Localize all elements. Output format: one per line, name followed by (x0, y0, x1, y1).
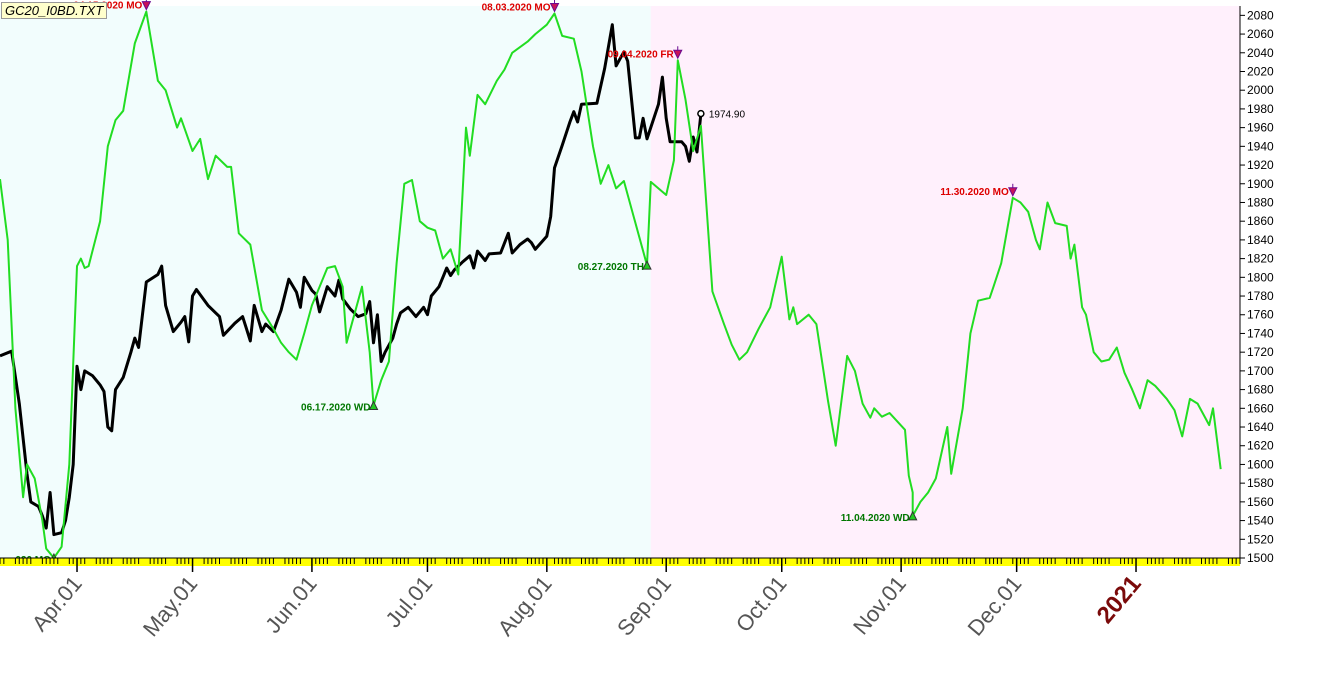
y-tick-label: 1680 (1247, 383, 1274, 397)
y-tick-label: 2060 (1247, 27, 1274, 41)
high-label-2: 09.04.2020 FR (608, 49, 675, 60)
x-tick-label: Sep.01 (612, 571, 676, 640)
y-tick-label: 1560 (1247, 495, 1274, 509)
y-tick-label: 1520 (1247, 532, 1274, 546)
y-tick-label: 1900 (1247, 177, 1274, 191)
series-line-0 (0, 23, 703, 537)
x-tick-label: May.01 (138, 571, 202, 641)
y-tick-label: 1580 (1247, 476, 1274, 490)
y-tick-label: 2040 (1247, 46, 1274, 60)
y-tick-label: 2020 (1247, 64, 1274, 78)
y-tick-label: 1600 (1247, 457, 1274, 471)
high-marker-3 (1007, 187, 1018, 197)
x-tick-label: Jun.01 (260, 571, 322, 638)
y-tick-label: 1780 (1247, 289, 1274, 303)
high-label-3: 11.30.2020 MO (940, 187, 1009, 198)
y-tick-label: 1700 (1247, 364, 1274, 378)
y-tick-label: 1860 (1247, 214, 1274, 228)
x-axis: Apr.01 May.01 Jun.01 Jul.01 Aug.01 Sep.01 Oct.… (0, 557, 1241, 641)
y-tick-label: 1820 (1247, 252, 1274, 266)
y-tick-label: 1960 (1247, 121, 1274, 135)
y-tick-label: 1640 (1247, 420, 1274, 434)
y-tick-label: 1720 (1247, 345, 1274, 359)
shaded-regions (0, 6, 1240, 558)
y-tick-label: 1660 (1247, 401, 1274, 415)
series-layer: 1974.90 (0, 10, 1222, 559)
y-tick-label: 1840 (1247, 233, 1274, 247)
y-tick-label: 1760 (1247, 308, 1274, 322)
low-marker-5 (368, 400, 379, 410)
last-value-label: 1974.90 (709, 110, 746, 121)
low-label-7: 11.04.2020 WD (841, 513, 910, 524)
low-marker-6 (642, 260, 652, 270)
y-axis-background (1240, 6, 1319, 562)
y-tick-label: 2000 (1247, 83, 1274, 97)
low-label-6: 08.27.2020 TH (578, 262, 644, 273)
x-tick-label: 2021 (1092, 571, 1147, 629)
x-tick-label: Apr.01 (27, 571, 87, 636)
x-tick-label: Nov.01 (848, 571, 911, 639)
high-label-0: 04.15.2020 MO (73, 1, 142, 12)
y-tick-label: 2080 (1247, 8, 1274, 22)
region-1 (650, 6, 1240, 558)
x-tick-label: Aug.01 (493, 571, 557, 640)
x-tick-label: Oct.01 (731, 571, 792, 637)
x-tick-label: Jul.01 (380, 571, 437, 632)
series-line-1 (0, 10, 1222, 559)
low-marker-7 (907, 510, 918, 521)
low-label-5: 06.17.2020 WD (301, 402, 371, 413)
y-tick-label: 1500 (1247, 551, 1274, 565)
y-tick-label: 1740 (1247, 326, 1274, 340)
high-label-1: 08.03.2020 MO (482, 2, 551, 13)
y-tick-label: 1620 (1247, 439, 1274, 453)
y-tick-label: 1540 (1247, 514, 1274, 528)
y-axis: 1500 1520 1540 1560 1580 1600 1620 1640 1660 1680… (1239, 6, 1319, 565)
symbol-label[interactable]: GC20_I0BD.TXT (1, 2, 108, 19)
region-0 (0, 6, 651, 558)
high-marker-0 (141, 1, 152, 11)
y-tick-label: 1880 (1247, 195, 1274, 209)
last-point-marker (697, 109, 705, 118)
x-tick-label: Dec.01 (963, 571, 1027, 640)
y-tick-label: 1920 (1247, 158, 1274, 172)
y-tick-label: 1980 (1247, 102, 1274, 116)
y-tick-label: 1940 (1247, 139, 1274, 153)
high-marker-1 (549, 2, 560, 13)
y-tick-label: 1800 (1247, 270, 1274, 284)
